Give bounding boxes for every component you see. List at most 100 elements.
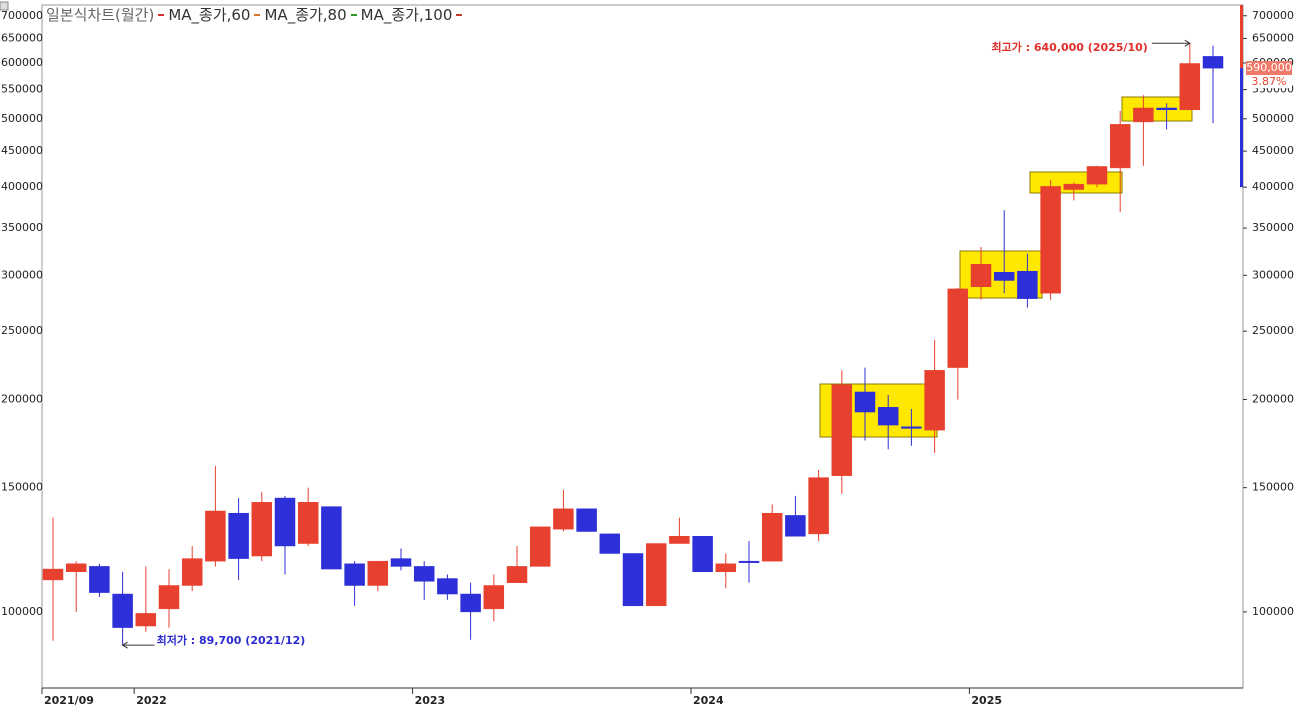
candle-body [553, 508, 574, 530]
legend-dash [254, 13, 261, 16]
y-tick-label: 400000 [1, 180, 43, 193]
candle-body [367, 560, 389, 586]
y-tick-label: 700000 [1, 9, 43, 22]
candle [645, 543, 667, 607]
annotation-high: 최고가 : 640,000 (2025/10) [991, 40, 1147, 54]
candle-body [1156, 107, 1177, 111]
candle [506, 545, 528, 583]
candle-body [1133, 107, 1154, 123]
y-tick-label: 200000 [1, 393, 43, 406]
candle [367, 560, 389, 592]
candle-body [785, 515, 806, 537]
y2-tick-label: 350000 [1252, 221, 1294, 234]
x-tick-label: 2024 [693, 694, 724, 707]
candle-body [321, 506, 342, 570]
y-tick-label: 300000 [1, 268, 43, 281]
candle [344, 561, 365, 606]
change-box [1246, 75, 1292, 89]
candle [437, 574, 458, 600]
candle [1133, 95, 1154, 166]
y2-tick-label: 300000 [1252, 268, 1294, 281]
candle [947, 287, 969, 400]
candle [808, 469, 829, 542]
annotation-low: 최저가 : 89,700 (2021/12) [157, 633, 306, 647]
candle-body [1040, 186, 1061, 294]
candle [1017, 253, 1038, 308]
legend-item: MA_종가,60 [168, 6, 251, 24]
candle-body [297, 502, 319, 544]
corner-icon [0, 1, 9, 11]
candle-body [993, 272, 1015, 281]
annotation-arrowhead [1184, 39, 1191, 47]
y2-tick-label: 400000 [1252, 180, 1294, 193]
change-label: 3.87% [1252, 75, 1287, 88]
candle [112, 571, 133, 646]
candle [1086, 165, 1108, 188]
candle-body [622, 553, 644, 607]
y2-tick-label: 700000 [1252, 9, 1294, 22]
candle-body [506, 566, 528, 583]
candle-body [761, 512, 783, 562]
candle-body [65, 563, 87, 572]
candle [460, 582, 481, 640]
candle-body [251, 502, 273, 557]
candle-body [181, 558, 203, 586]
candle [1202, 45, 1224, 124]
y-tick-label: 350000 [1, 221, 43, 234]
candle-body [599, 533, 621, 554]
candle-body [390, 558, 412, 567]
y-tick-label: 550000 [1, 83, 43, 96]
last-price-label: 590,000 [1246, 61, 1292, 74]
candle-body [947, 288, 969, 368]
x-tick-label: 2022 [136, 694, 167, 707]
candle [785, 495, 806, 537]
candle-body [854, 391, 876, 413]
candle-body [1017, 271, 1038, 299]
y2-tick-label: 500000 [1252, 112, 1294, 125]
annotation-arrowhead [121, 641, 128, 649]
legend-item: MA_종가,80 [264, 6, 347, 24]
candle-body [274, 497, 296, 547]
candle-body [135, 613, 157, 627]
candle-body [1063, 183, 1085, 190]
y2-tick-label: 150000 [1252, 481, 1294, 494]
candle-body [483, 585, 505, 610]
x-tick-label: 2025 [971, 694, 1002, 707]
candle [993, 210, 1015, 294]
y2-tick-label: 650000 [1252, 31, 1294, 44]
candle [715, 553, 737, 589]
candle-body [1179, 63, 1201, 111]
candle-body [1086, 166, 1108, 185]
candle [553, 489, 574, 532]
candle [390, 548, 412, 571]
legend-item: MA_종가,100 [360, 6, 453, 24]
candle-body [924, 370, 945, 431]
candle [738, 541, 760, 583]
candle-body [715, 563, 737, 572]
legend-dash [158, 13, 165, 16]
legend: 일본식차트(월간) MA_종가,60 MA_종가,80 MA_종가,100 [46, 4, 466, 25]
candle [854, 367, 876, 441]
candle-body [576, 508, 597, 532]
candle [251, 491, 273, 562]
candle-body [692, 536, 713, 572]
candle-body [413, 566, 435, 582]
candle-body [645, 543, 667, 607]
price-bar-up [1240, 5, 1243, 69]
price-bar-down [1240, 68, 1243, 188]
candle [89, 563, 110, 597]
candle-body [158, 585, 180, 610]
y2-tick-label: 250000 [1252, 324, 1294, 337]
candle-body [901, 426, 922, 429]
candle-body [460, 593, 481, 613]
candle-body [89, 566, 110, 593]
candle-body [1202, 56, 1224, 69]
candle [1040, 180, 1061, 300]
legend-dash [456, 13, 463, 16]
candle [321, 506, 342, 570]
y-tick-label: 500000 [1, 112, 43, 125]
candle [205, 465, 226, 567]
candle-body [831, 384, 853, 476]
candle [274, 495, 296, 575]
candle-body [877, 407, 899, 426]
